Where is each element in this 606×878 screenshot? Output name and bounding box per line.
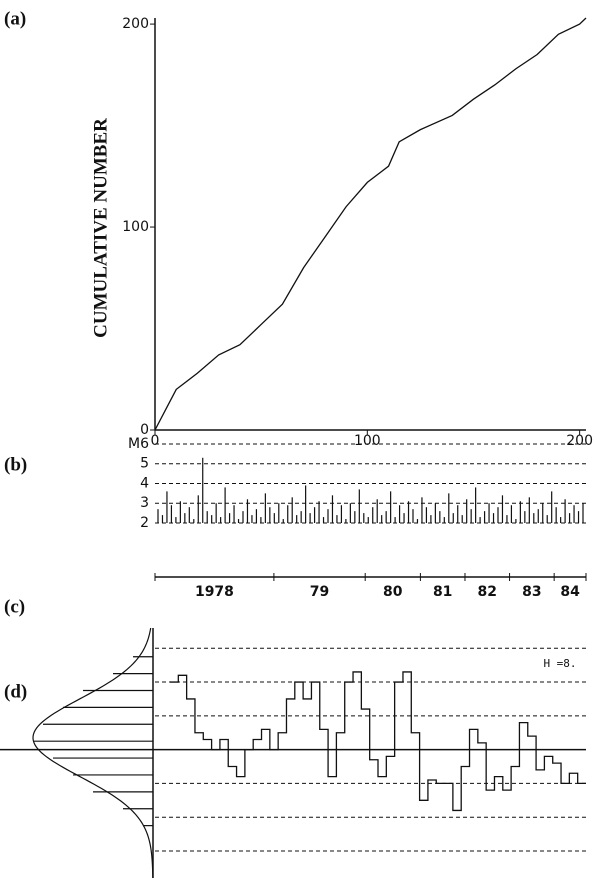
panel-label: (a): [4, 8, 26, 29]
year-label: 81: [433, 584, 452, 600]
x-tick-label: 0: [151, 433, 160, 449]
y-tick-label: 2: [140, 515, 149, 531]
year-label: 83: [522, 584, 541, 600]
step-line: [170, 671, 586, 812]
y-tick-label: 100: [122, 219, 149, 235]
x-tick-label: 200: [566, 433, 593, 449]
fit-curve: [32, 627, 154, 878]
year-label: 84: [560, 584, 580, 600]
annotation: H =8.: [543, 657, 576, 670]
y-tick-label: M6: [128, 436, 149, 452]
y-axis-label: CUMULATIVE NUMBER: [90, 118, 111, 338]
x-tick-label: 100: [354, 433, 381, 449]
y-tick-label: 4: [140, 475, 149, 491]
year-label: 82: [478, 584, 497, 600]
year-label: 1978: [195, 584, 234, 600]
cumulative-line: [154, 17, 587, 431]
panel-label: (d): [4, 681, 27, 702]
panel-label: (b): [4, 454, 27, 475]
y-tick-label: 200: [122, 16, 149, 32]
panel-label: (c): [4, 596, 25, 617]
year-label: 80: [383, 584, 403, 600]
year-label: 79: [310, 584, 329, 600]
y-tick-label: 3: [140, 495, 149, 511]
y-tick-label: 0: [140, 422, 149, 438]
y-tick-label: 5: [140, 456, 149, 472]
